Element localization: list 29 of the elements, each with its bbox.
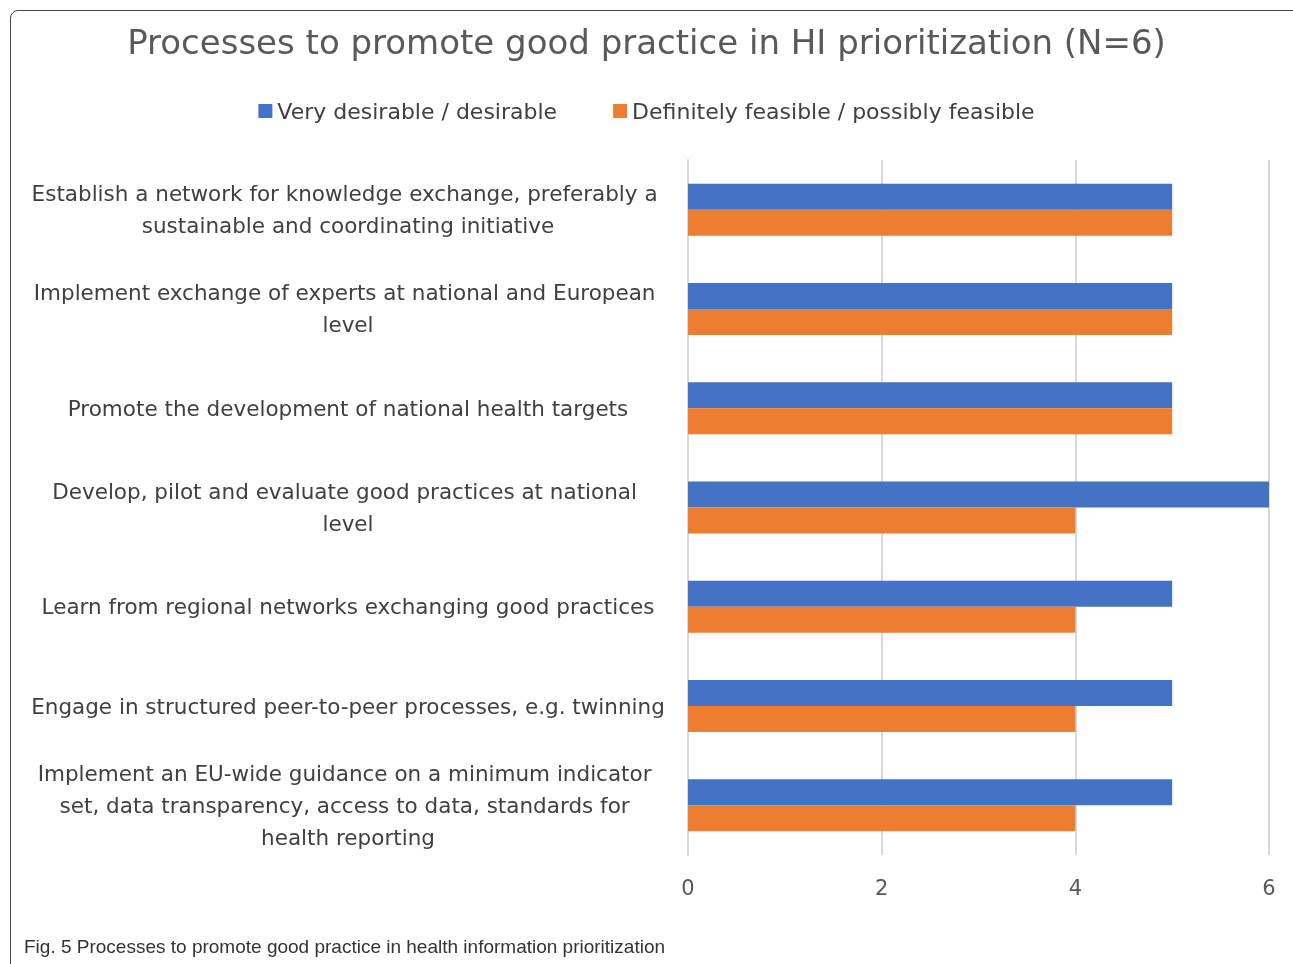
- bar: [688, 606, 1076, 633]
- x-tick-label: 4: [1068, 875, 1083, 900]
- y-tick-label: Establish a network for knowledge exchange, preferably a sustainable and coordinating initiative: [31, 181, 665, 239]
- x-tick-label: 6: [1262, 875, 1276, 900]
- bar: [688, 308, 1173, 335]
- bar: [688, 481, 1269, 508]
- bar: [688, 282, 1173, 309]
- y-tick-label: Implement exchange of experts at national and European level: [33, 280, 663, 338]
- bar: [688, 408, 1173, 435]
- legend-label: Definitely feasible / possibly feasible: [632, 98, 1035, 124]
- legend-label: Very desirable / desirable: [277, 98, 558, 124]
- y-tick-label: Promote the development of national health targets: [67, 395, 629, 421]
- y-tick-label: Develop, pilot and evaluate good practices at national level: [52, 479, 644, 536]
- bar: [688, 580, 1173, 607]
- bar: [688, 680, 1173, 707]
- caption: Fig. 5 Processes to promote good practice in health information prioritization: [24, 936, 666, 958]
- bar: [688, 209, 1173, 236]
- bar: [688, 805, 1076, 832]
- bar: [688, 507, 1076, 534]
- bar: [688, 382, 1173, 409]
- x-tick-label: 2: [874, 875, 889, 900]
- bar: [688, 779, 1173, 806]
- x-tick-label: 0: [681, 875, 695, 900]
- chart-title: Processes to promote good practice in HI prioritization (N=6): [127, 22, 1166, 62]
- y-tick-label: Engage in structured peer-to-peer processes, e.g. twinning: [31, 693, 665, 719]
- bar: [688, 183, 1173, 210]
- y-tick-label: Implement an EU-wide guidance on a minimum indicator set, data transparency, access to data, standards for health reporting: [37, 760, 659, 850]
- y-tick-label: Learn from regional networks exchanging good practices: [41, 594, 655, 620]
- bar: [688, 706, 1076, 733]
